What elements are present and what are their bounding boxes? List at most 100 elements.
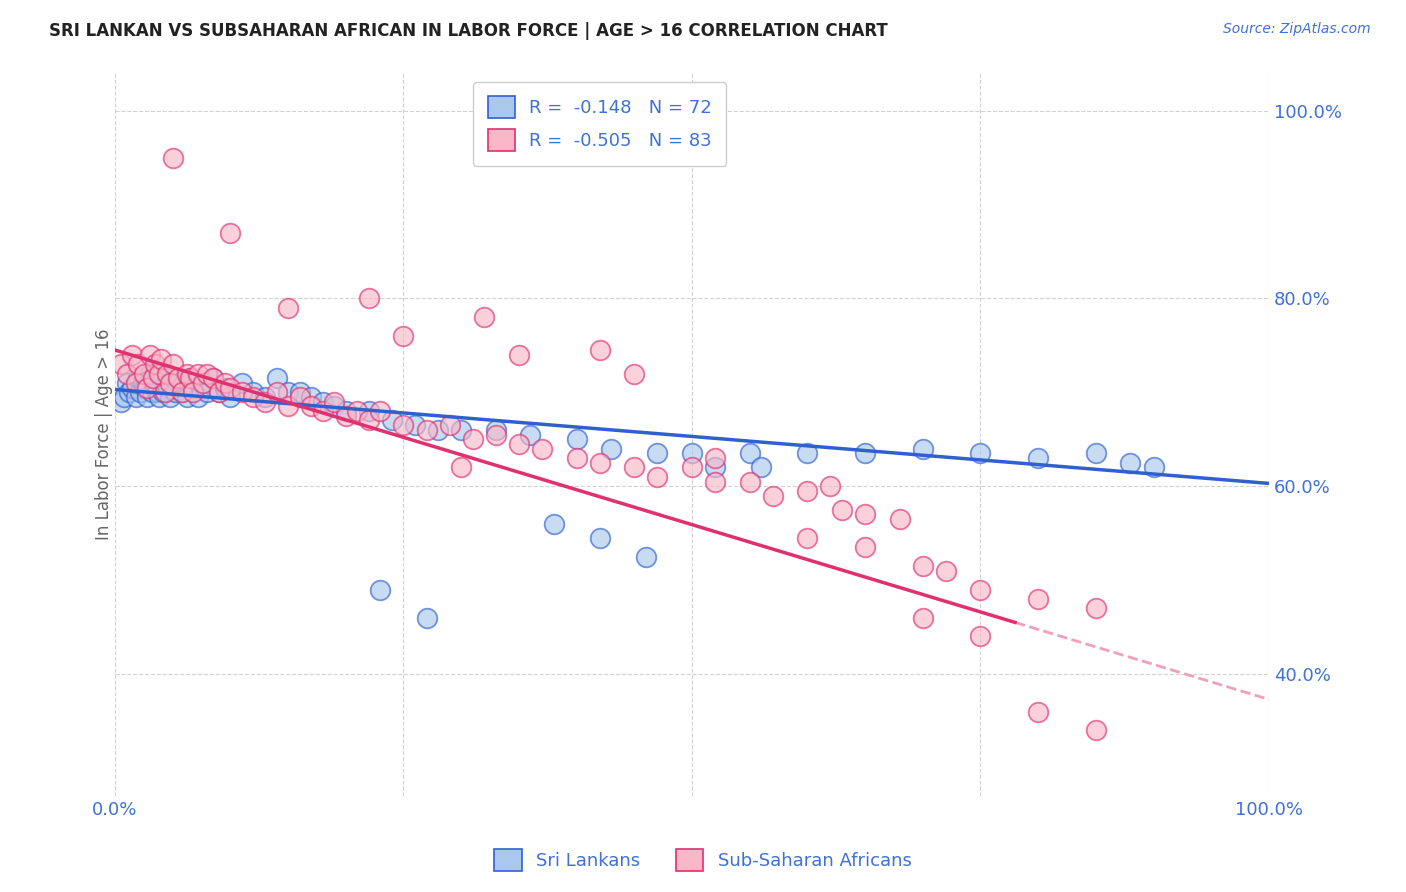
Point (183, 381, 205, 395)
Point (176, 390, 198, 404)
Point (145, 385, 167, 400)
Point (118, 385, 141, 400)
Point (179, 371, 201, 385)
Point (738, 446, 761, 460)
Point (219, 381, 242, 395)
Point (738, 475, 761, 489)
Point (159, 376, 181, 390)
Point (242, 385, 264, 400)
Point (312, 404, 335, 418)
Point (508, 437, 530, 451)
Point (110, 357, 132, 371)
Point (153, 385, 176, 400)
Point (253, 390, 276, 404)
Point (1026, 591, 1049, 606)
Legend: Sri Lankans, Sub-Saharan Africans: Sri Lankans, Sub-Saharan Africans (488, 842, 918, 879)
Point (1026, 705, 1049, 719)
Point (141, 385, 163, 400)
Point (357, 292, 380, 306)
Point (623, 460, 645, 475)
Point (762, 489, 785, 503)
Point (853, 508, 876, 522)
Point (853, 446, 876, 460)
Point (129, 385, 152, 400)
Point (253, 394, 276, 409)
Point (148, 367, 170, 381)
Point (208, 385, 231, 400)
Point (138, 348, 160, 362)
Point (202, 371, 225, 385)
Point (127, 357, 149, 371)
Point (191, 376, 214, 390)
Point (427, 423, 450, 437)
Point (157, 381, 180, 395)
Y-axis label: In Labor Force | Age > 16: In Labor Force | Age > 16 (96, 329, 112, 541)
Point (299, 390, 322, 404)
Point (277, 385, 299, 400)
Point (335, 409, 357, 423)
Point (1084, 601, 1107, 615)
Point (889, 512, 911, 526)
Point (392, 329, 415, 343)
Point (565, 451, 588, 466)
Point (143, 376, 166, 390)
Point (277, 400, 299, 414)
Point (370, 404, 392, 418)
Point (461, 432, 484, 446)
Point (392, 418, 415, 433)
Point (450, 460, 472, 475)
Legend: R =  -0.148   N = 72, R =  -0.505   N = 83: R = -0.148 N = 72, R = -0.505 N = 83 (472, 82, 727, 166)
Point (681, 460, 703, 475)
Point (134, 381, 156, 395)
Point (266, 371, 288, 385)
Point (704, 475, 727, 489)
Point (299, 400, 322, 414)
Point (911, 611, 934, 625)
Point (439, 418, 461, 433)
Point (796, 531, 818, 545)
Point (820, 479, 842, 493)
Point (242, 390, 264, 404)
Point (543, 516, 565, 531)
Point (159, 390, 181, 404)
Text: SRI LANKAN VS SUBSAHARAN AFRICAN IN LABOR FORCE | AGE > 16 CORRELATION CHART: SRI LANKAN VS SUBSAHARAN AFRICAN IN LABO… (49, 22, 889, 40)
Point (485, 427, 508, 442)
Point (208, 385, 231, 400)
Point (1119, 456, 1142, 470)
Point (155, 376, 177, 390)
Point (277, 301, 299, 315)
Point (150, 352, 173, 367)
Point (231, 385, 253, 400)
Point (127, 371, 149, 385)
Point (170, 385, 193, 400)
Point (600, 442, 623, 456)
Point (132, 376, 155, 390)
Point (1142, 460, 1164, 475)
Point (647, 446, 669, 460)
Point (370, 582, 392, 597)
Point (110, 394, 132, 409)
Point (1084, 723, 1107, 738)
Text: Source: ZipAtlas.com: Source: ZipAtlas.com (1223, 22, 1371, 37)
Point (1026, 451, 1049, 466)
Point (183, 385, 205, 400)
Point (704, 460, 727, 475)
Point (214, 376, 236, 390)
Point (346, 404, 368, 418)
Point (323, 394, 346, 409)
Point (195, 385, 218, 400)
Point (187, 390, 209, 404)
Point (530, 442, 553, 456)
Point (121, 348, 143, 362)
Point (565, 432, 588, 446)
Point (167, 376, 190, 390)
Point (163, 385, 186, 400)
Point (681, 446, 703, 460)
Point (589, 343, 612, 357)
Point (404, 418, 426, 433)
Point (121, 381, 143, 395)
Point (519, 427, 541, 442)
Point (911, 559, 934, 574)
Point (162, 151, 184, 165)
Point (911, 442, 934, 456)
